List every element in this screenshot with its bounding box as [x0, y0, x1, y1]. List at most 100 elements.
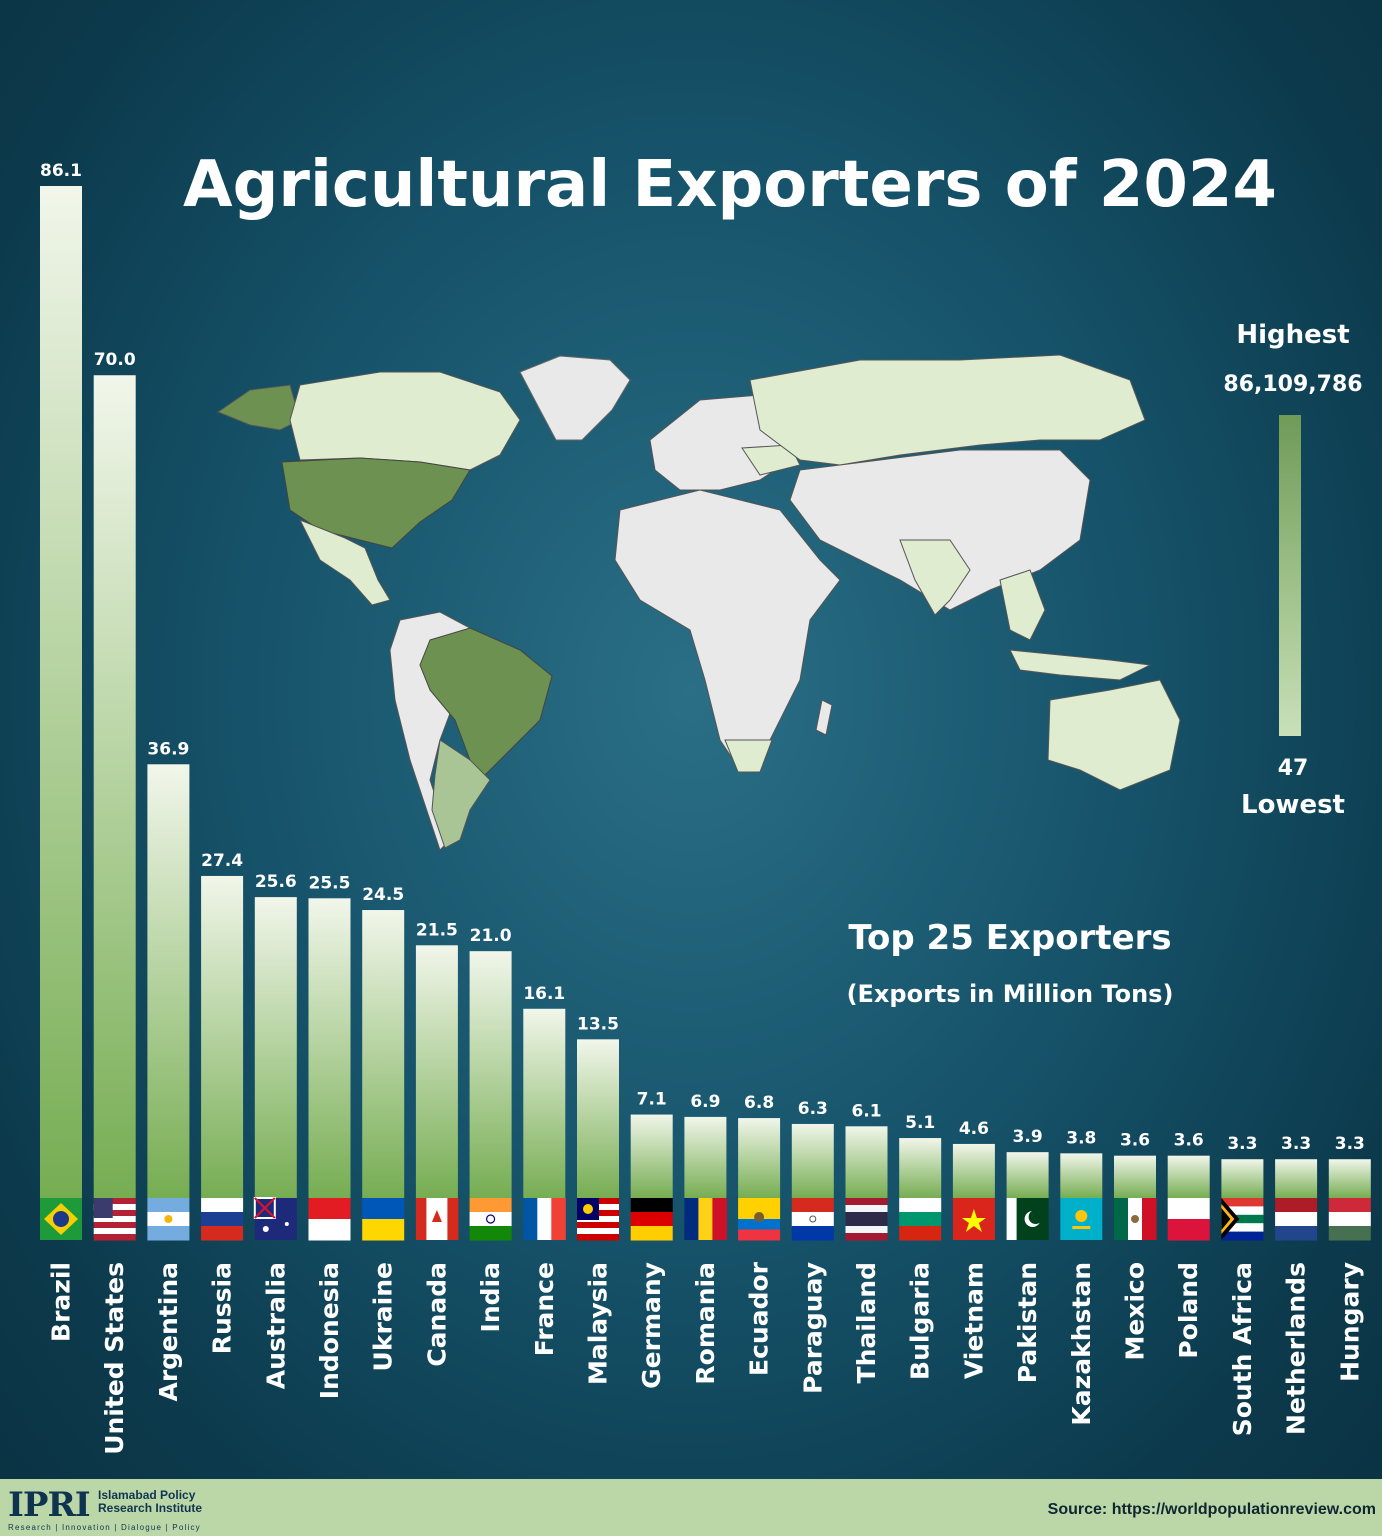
paraguay-flag-icon — [791, 1198, 834, 1241]
category-label: Romania — [691, 1262, 720, 1385]
org-name: Islamabad Policy Research Institute — [98, 1489, 202, 1515]
bar-pakistan — [1006, 1152, 1049, 1198]
bar-ukraine — [362, 910, 405, 1198]
bar-poland — [1167, 1155, 1210, 1198]
map-greenland — [519, 355, 631, 441]
world-map — [216, 354, 1181, 851]
hungary-flag-icon — [1328, 1198, 1371, 1241]
org-name-line1: Islamabad Policy — [98, 1488, 196, 1502]
legend-low-value: 47 — [1277, 756, 1309, 781]
ipri-logo: IPRI — [8, 1485, 91, 1525]
category-label: India — [476, 1262, 505, 1332]
bar-value-label: 86.1 — [40, 161, 82, 181]
map-india — [899, 539, 971, 616]
org-name-line2: Research Institute — [98, 1501, 203, 1515]
legend-low-label: Lowest — [1241, 790, 1345, 820]
category-label: Russia — [208, 1262, 237, 1354]
bar-value-label: 5.1 — [905, 1113, 935, 1133]
bar-value-label: 6.9 — [690, 1092, 720, 1112]
org-tagline: Research | Innovation | Dialogue | Polic… — [8, 1523, 201, 1532]
france-flag-icon — [523, 1198, 566, 1240]
category-label: South Africa — [1228, 1262, 1257, 1436]
romania-flag-icon — [684, 1198, 727, 1240]
bar-brazil — [40, 186, 82, 1198]
netherlands-flag-icon — [1275, 1198, 1318, 1241]
indonesia-flag-icon — [308, 1198, 351, 1241]
category-label: Germany — [637, 1262, 666, 1389]
bar-value-label: 3.6 — [1174, 1131, 1204, 1151]
argentina-flag-icon — [147, 1198, 190, 1241]
map-united-states — [281, 457, 471, 549]
category-label: Brazil — [47, 1262, 76, 1342]
poland-flag-icon — [1167, 1198, 1210, 1241]
category-label: Argentina — [154, 1262, 183, 1402]
canada-flag-icon — [415, 1198, 459, 1240]
category-label: Vietnam — [959, 1262, 988, 1379]
category-label: Pakistan — [1013, 1262, 1042, 1383]
category-label: Ukraine — [369, 1262, 398, 1371]
bar-bulgaria — [899, 1138, 942, 1198]
bar-germany — [630, 1114, 673, 1198]
annotation-unit: (Exports in Million Tons) — [846, 980, 1174, 1008]
bar-value-label: 21.0 — [470, 926, 512, 946]
legend-color-scale — [1279, 415, 1301, 736]
category-label: Mexico — [1121, 1262, 1150, 1361]
bar-indonesia — [308, 898, 351, 1198]
bar-south-africa — [1221, 1159, 1264, 1198]
map-russia — [749, 354, 1146, 466]
pakistan-flag-icon — [1006, 1198, 1049, 1240]
bar-value-label: 6.3 — [798, 1099, 828, 1119]
ecuador-flag-icon — [738, 1198, 781, 1241]
ukraine-flag-icon — [362, 1198, 405, 1241]
map-alaska — [216, 384, 301, 431]
map-ukraine — [741, 444, 801, 476]
category-label: Bulgaria — [906, 1262, 935, 1380]
category-label: Poland — [1174, 1262, 1203, 1359]
category-label: Indonesia — [315, 1262, 344, 1399]
annotation-main: Top 25 Exporters — [848, 918, 1172, 958]
bar-canada — [415, 945, 458, 1198]
category-label: Australia — [261, 1262, 290, 1389]
map-mexico — [298, 519, 391, 606]
bar-value-label: 13.5 — [577, 1014, 619, 1034]
australia-flag-icon — [253, 1197, 297, 1240]
source-text: Source: https://worldpopulationreview.co… — [1047, 1501, 1376, 1518]
vietnam-flag-icon — [952, 1198, 995, 1240]
bar-value-label: 6.1 — [851, 1101, 881, 1121]
bar-kazakhstan — [1060, 1153, 1103, 1198]
bar-value-label: 27.4 — [201, 851, 243, 871]
bar-value-label: 3.8 — [1066, 1128, 1096, 1148]
bar-value-label: 3.3 — [1227, 1134, 1257, 1154]
bar-value-label: 16.1 — [523, 984, 565, 1004]
bar-value-label: 36.9 — [147, 739, 189, 759]
footer: IPRI Islamabad Policy Research Institute… — [0, 1479, 1382, 1536]
category-label: Ecuador — [745, 1261, 774, 1376]
map-brazil — [419, 627, 553, 781]
map-argentina — [431, 739, 491, 849]
category-label: Netherlands — [1282, 1262, 1311, 1435]
category-label: France — [530, 1262, 559, 1356]
bar-value-label: 6.8 — [744, 1093, 774, 1113]
malaysia-flag-icon — [577, 1198, 619, 1241]
thailand-flag-icon — [845, 1198, 888, 1241]
map-canada — [289, 371, 521, 471]
bar-vietnam — [952, 1143, 995, 1198]
legend-high-value: 86,109,786 — [1223, 372, 1363, 397]
map-africa — [614, 489, 841, 771]
bar-thailand — [845, 1126, 888, 1198]
bar-netherlands — [1275, 1159, 1318, 1198]
map-australia — [1047, 679, 1181, 791]
kazakhstan-flag-icon — [1060, 1198, 1103, 1240]
russia-flag-icon — [201, 1198, 244, 1241]
chart-title: Agricultural Exporters of 2024 — [183, 148, 1277, 222]
mexico-flag-icon — [1114, 1198, 1157, 1240]
category-label: Paraguay — [798, 1262, 827, 1394]
map-south-africa — [724, 739, 773, 773]
category-label: Hungary — [1335, 1262, 1364, 1382]
united-states-flag-icon — [93, 1198, 136, 1241]
germany-flag-icon — [630, 1198, 673, 1241]
brazil-flag-icon — [40, 1198, 82, 1240]
map-madagascar — [815, 699, 833, 736]
map-indonesia — [1009, 649, 1152, 681]
bar-value-label: 21.5 — [416, 920, 458, 940]
